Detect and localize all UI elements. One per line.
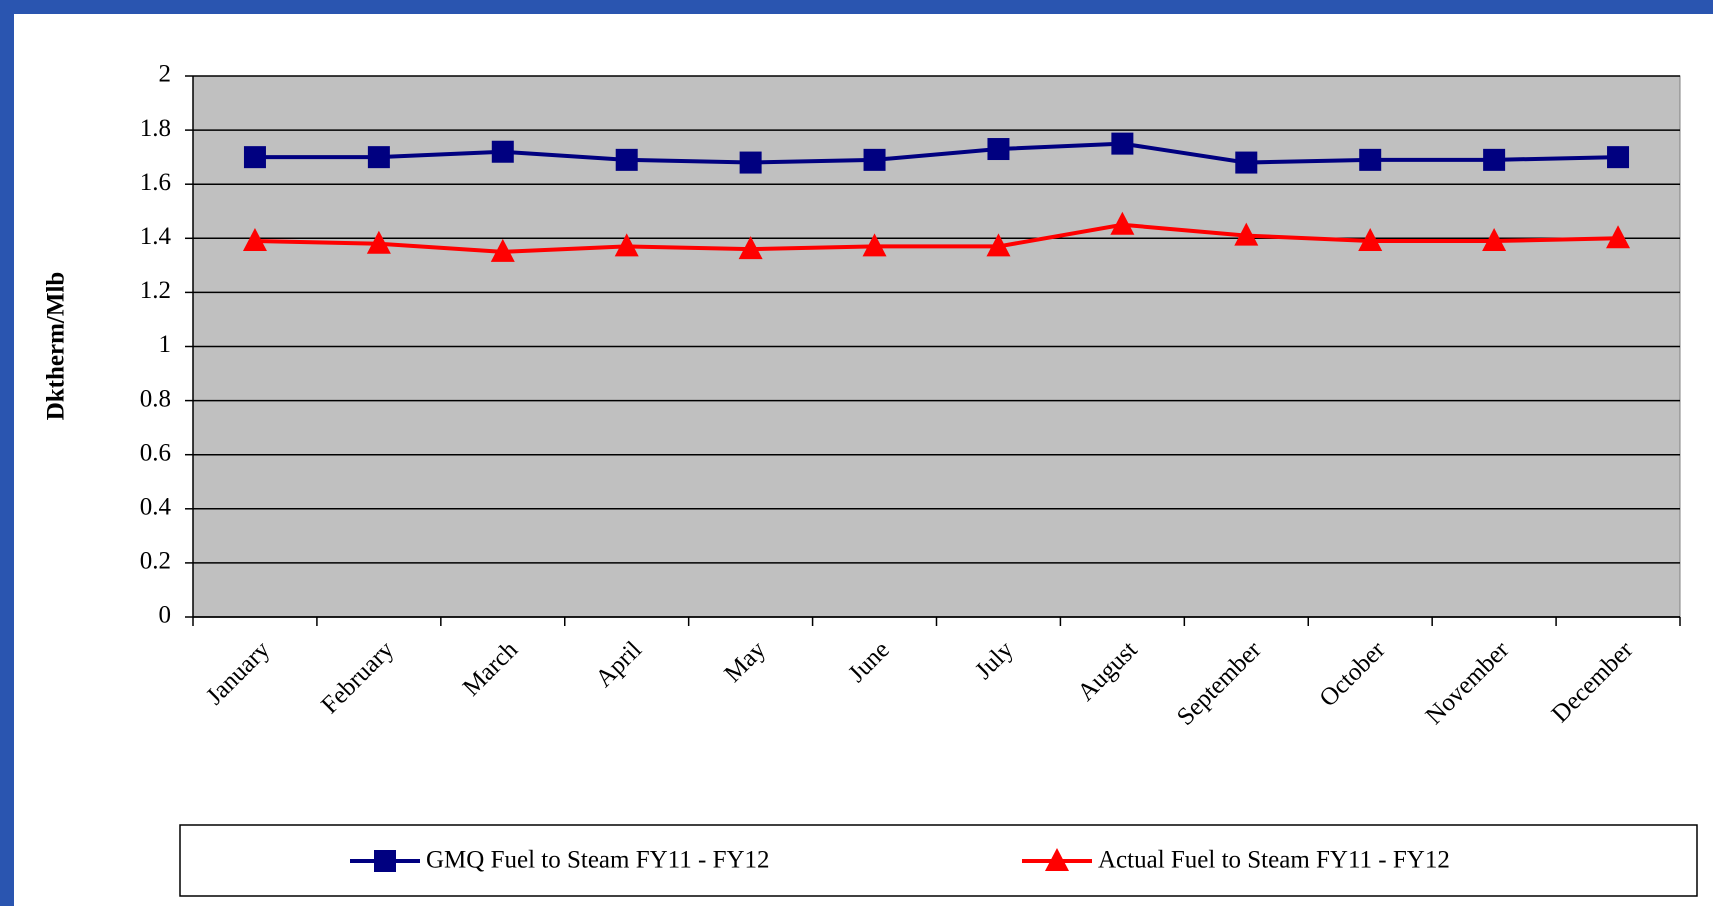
point — [862, 233, 887, 257]
y-tick-label: 0 — [159, 602, 172, 629]
point — [987, 138, 1010, 161]
point — [615, 148, 638, 171]
point — [1358, 228, 1383, 252]
y-tick-label: 1 — [159, 331, 172, 358]
point — [1483, 148, 1506, 171]
point — [739, 151, 762, 174]
y-tick-label: 0.2 — [140, 548, 171, 575]
y-tick-label: 1.2 — [140, 277, 171, 304]
y-tick-label: 0.8 — [140, 385, 171, 412]
legend — [179, 824, 1698, 897]
point — [1482, 228, 1507, 252]
point — [863, 148, 886, 171]
point — [1606, 225, 1631, 249]
point — [367, 146, 390, 169]
point — [242, 228, 267, 252]
point — [491, 140, 514, 163]
point — [1111, 132, 1134, 155]
legend-label: GMQ Fuel to Steam FY11 - FY12 — [426, 847, 770, 874]
point — [1359, 148, 1382, 171]
y-tick-label: 2 — [159, 61, 172, 88]
point — [1607, 146, 1630, 169]
y-tick-label: 1.6 — [140, 169, 171, 196]
point — [614, 233, 639, 257]
legend-marker — [374, 850, 396, 872]
series-line — [254, 222, 1619, 254]
y-tick-label: 1.8 — [140, 115, 171, 142]
y-axis-title: Dktherm/Mlb — [43, 272, 70, 421]
y-tick-label: 0.4 — [140, 494, 172, 521]
point — [243, 146, 266, 169]
point — [1234, 222, 1259, 246]
point — [1110, 211, 1135, 235]
y-tick-label: 0.6 — [140, 439, 171, 466]
legend-label: Actual Fuel to Steam FY11 - FY12 — [1098, 847, 1450, 874]
point — [738, 236, 763, 260]
y-tick-label: 1.4 — [140, 223, 172, 250]
point — [490, 238, 515, 262]
legend-marker — [1045, 848, 1069, 871]
point — [366, 230, 391, 254]
series-line — [254, 141, 1619, 165]
point — [986, 233, 1011, 257]
point — [1235, 151, 1258, 174]
